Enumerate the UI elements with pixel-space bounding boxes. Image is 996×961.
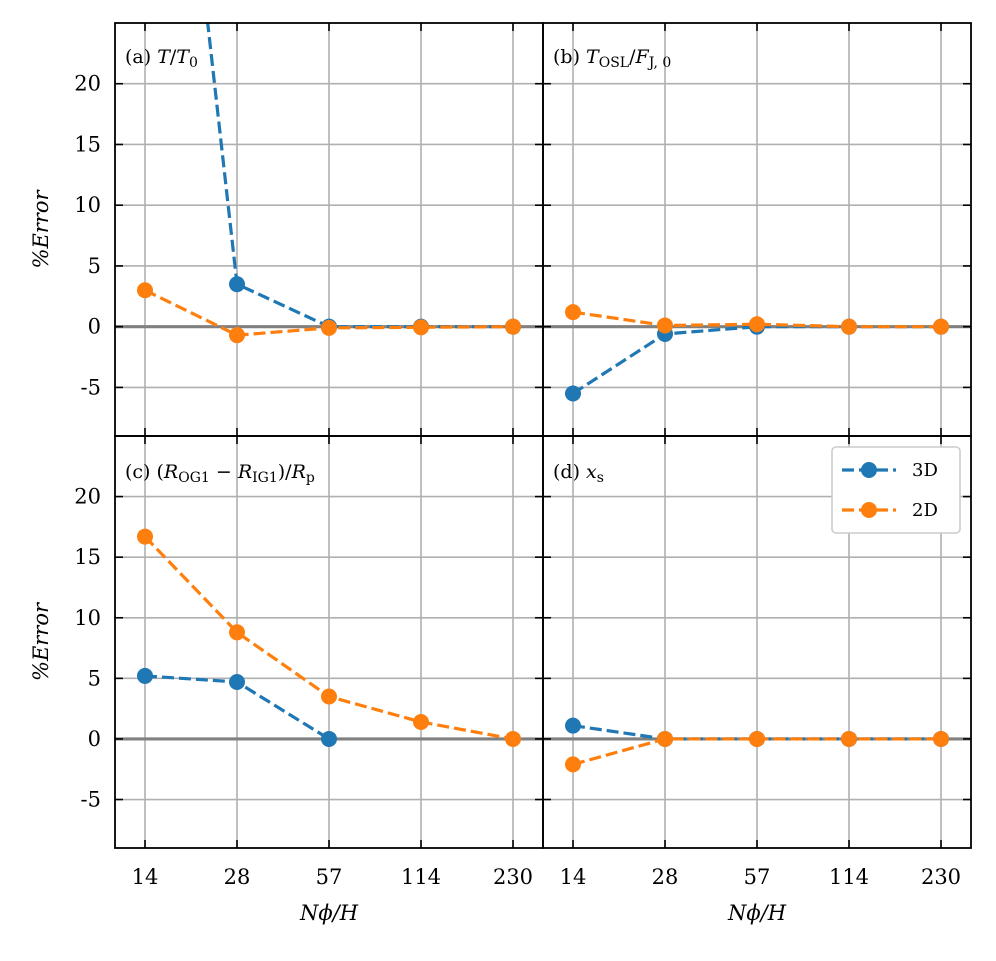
- legend-label-2d: 2D: [912, 500, 938, 521]
- x-tick-label: 57: [744, 865, 771, 889]
- series-2d-c: [137, 528, 521, 747]
- y-tick-label: -5: [81, 375, 101, 399]
- legend: 3D 2D: [831, 446, 961, 534]
- panel-b: [542, 22, 972, 437]
- x-tick-label: 230: [493, 865, 533, 889]
- data-point: [321, 730, 337, 747]
- x-tick-label: 14: [560, 865, 587, 889]
- y-tick-label: 15: [74, 545, 101, 569]
- data-point: [841, 318, 857, 335]
- data-point: [749, 730, 765, 747]
- data-point: [413, 713, 429, 730]
- x-tick-label: 114: [829, 865, 869, 889]
- panel-label-d: (d) xs: [553, 461, 604, 486]
- data-point: [657, 317, 673, 334]
- data-point: [565, 717, 581, 734]
- data-point: [933, 730, 949, 747]
- data-point: [841, 730, 857, 747]
- data-point: [137, 282, 153, 299]
- panel-label-c: (c) (ROG1 − RIG1)/Rp: [125, 461, 315, 486]
- y-tick-label: 15: [74, 132, 101, 156]
- y-tick-label: 5: [88, 254, 101, 278]
- panel-c: 20 15 10 5 0 -5 %Error 14 28 57 114 230 Nϕ/H: [29, 435, 544, 925]
- data-point: [229, 327, 245, 344]
- series-3d-a: [206, 23, 521, 335]
- data-point: [229, 624, 245, 641]
- x-axis-label: Nϕ/H: [299, 901, 359, 925]
- x-tick-label: 14: [132, 865, 159, 889]
- data-point: [505, 730, 521, 747]
- data-point: [137, 667, 153, 684]
- legend-marker-2d: [861, 502, 877, 518]
- data-point: [229, 673, 245, 690]
- series-line: [206, 23, 513, 329]
- x-tick-label: 28: [224, 865, 251, 889]
- y-tick-label: 10: [74, 606, 101, 630]
- y-tick-label: 20: [74, 485, 101, 509]
- y-tick-label: 20: [74, 72, 101, 96]
- data-point: [933, 318, 949, 335]
- series-3d-c: [137, 667, 337, 747]
- y-tick-label: 0: [88, 315, 101, 339]
- series-2d-b: [565, 304, 949, 335]
- data-point: [321, 688, 337, 705]
- y-axis-label: %Error: [29, 189, 53, 269]
- series-2d-d: [565, 730, 949, 773]
- y-tick-label: 0: [88, 727, 101, 751]
- panel-d: 14 28 57 114 230 Nϕ/H: [542, 435, 972, 925]
- data-point: [505, 318, 521, 335]
- legend-marker-3d: [861, 462, 877, 478]
- x-tick-label: 230: [921, 865, 961, 889]
- y-tick-label: 10: [74, 193, 101, 217]
- legend-label-3d: 3D: [912, 460, 938, 481]
- data-point: [565, 756, 581, 773]
- y-axis-label: %Error: [29, 601, 53, 681]
- y-tick-label: -5: [81, 788, 101, 812]
- panel-a: 20 15 10 5 0 -5 %Error: [29, 22, 544, 437]
- data-point: [565, 304, 581, 321]
- data-point: [413, 319, 429, 336]
- x-axis-label: Nϕ/H: [727, 901, 787, 925]
- series-line: [572, 310, 941, 329]
- x-tick-label: 28: [652, 865, 679, 889]
- panel-frame: [542, 435, 972, 849]
- data-point: [321, 319, 337, 336]
- panel-label-a: (a) T/T0: [125, 46, 198, 71]
- data-point: [229, 276, 245, 293]
- series-2d-a: [137, 282, 521, 344]
- x-tick-label: 114: [401, 865, 441, 889]
- x-tick-label: 57: [316, 865, 343, 889]
- legend-box: [831, 446, 961, 534]
- data-point: [657, 730, 673, 747]
- y-tick-label: 5: [88, 666, 101, 690]
- panel-label-b: (b) TOSL/FJ, 0: [553, 46, 671, 71]
- data-point: [749, 316, 765, 333]
- data-point: [137, 528, 153, 545]
- data-point: [565, 385, 581, 402]
